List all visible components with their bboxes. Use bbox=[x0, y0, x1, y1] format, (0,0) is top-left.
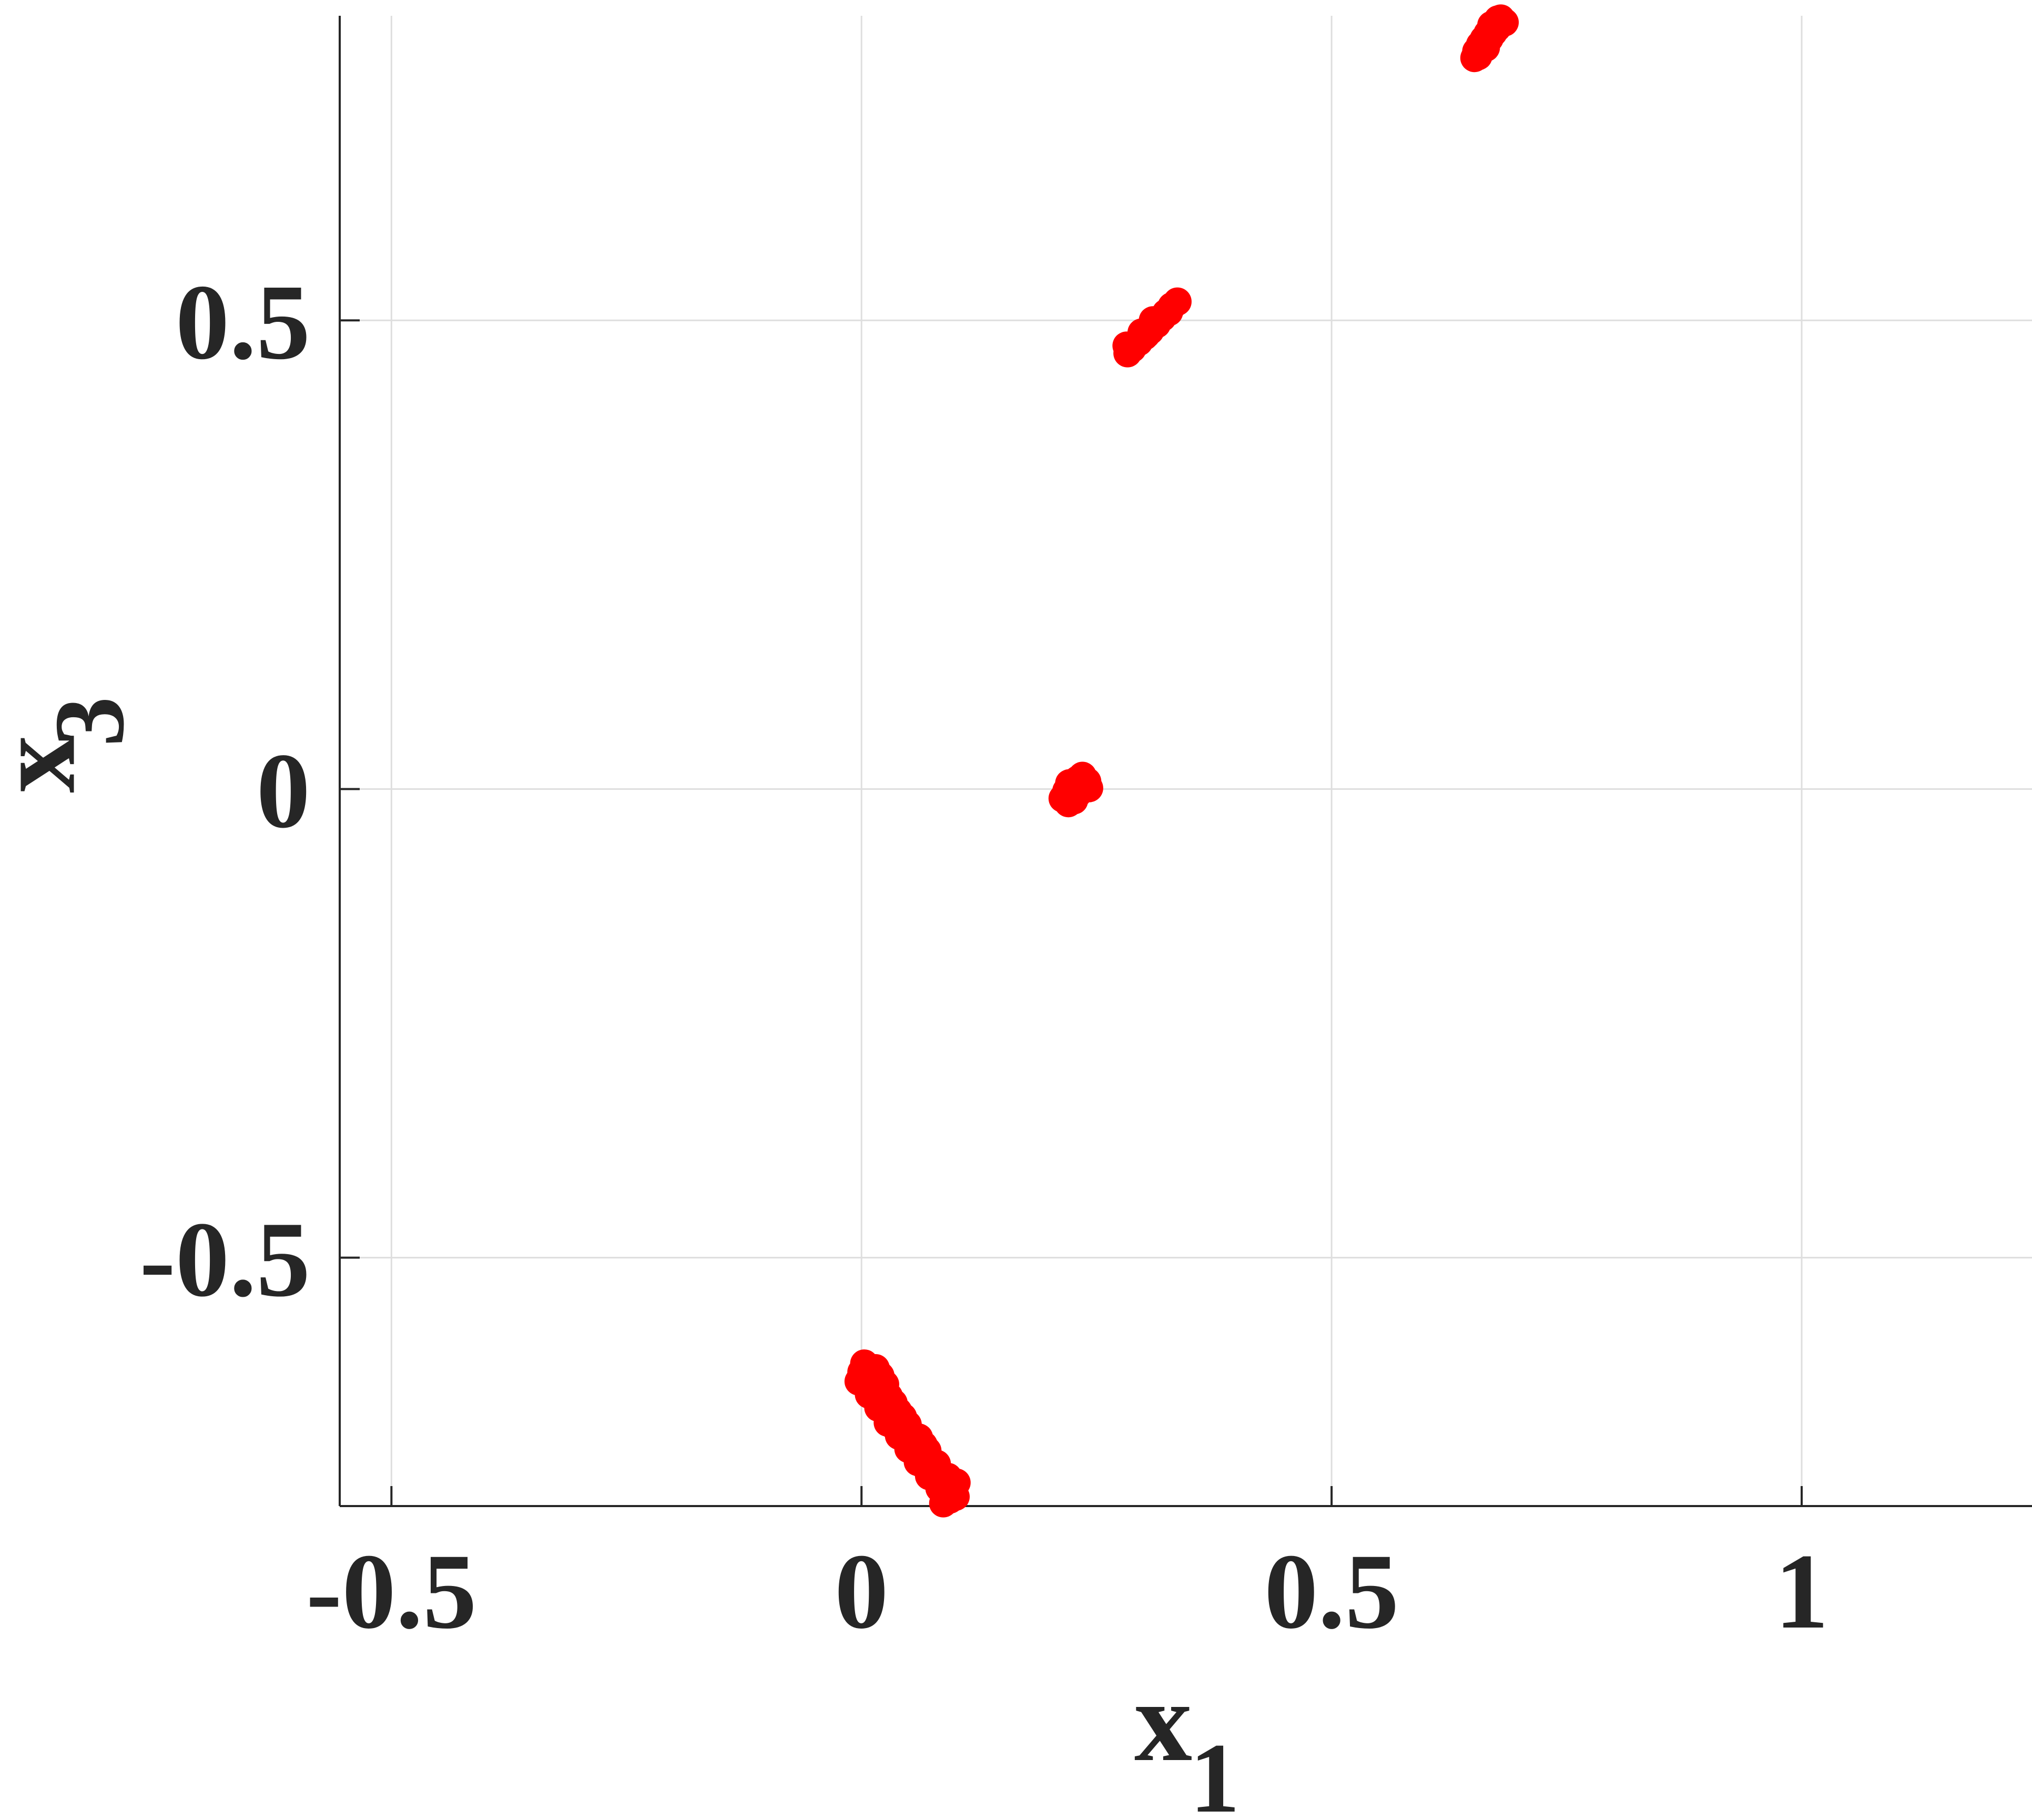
x-tick-label: 0.5 bbox=[1264, 1532, 1399, 1651]
data-point bbox=[1486, 4, 1515, 33]
data-point bbox=[888, 1402, 917, 1431]
data-point bbox=[942, 1468, 971, 1497]
x-axis-label: x bbox=[1134, 1657, 1192, 1785]
grid-layer bbox=[340, 16, 2032, 1506]
x-axis-label-subscript: 1 bbox=[1190, 1723, 1240, 1817]
y-tick-label: 0.5 bbox=[176, 262, 310, 382]
y-axis-label-subscript: 3 bbox=[35, 697, 145, 747]
y-axis-label: x bbox=[0, 735, 99, 793]
x-tick-label: 0 bbox=[835, 1532, 889, 1651]
data-point bbox=[1464, 42, 1492, 70]
data-points-layer bbox=[844, 4, 1519, 1518]
x-tick-label: -0.5 bbox=[306, 1532, 477, 1651]
x-tick-label: 1 bbox=[1775, 1532, 1829, 1651]
y-tick-label: 0 bbox=[257, 731, 311, 850]
tick-label-layer: -0.5 0 0.5 1 -0.5 0 0.5 bbox=[139, 262, 1828, 1651]
data-point bbox=[1112, 331, 1141, 360]
data-point bbox=[1074, 774, 1103, 802]
x-axis-label-base: x bbox=[1134, 1657, 1192, 1785]
data-point bbox=[929, 1489, 958, 1518]
data-point bbox=[909, 1431, 938, 1460]
y-tick-label: -0.5 bbox=[139, 1200, 310, 1319]
axis-layer bbox=[339, 16, 2032, 1507]
